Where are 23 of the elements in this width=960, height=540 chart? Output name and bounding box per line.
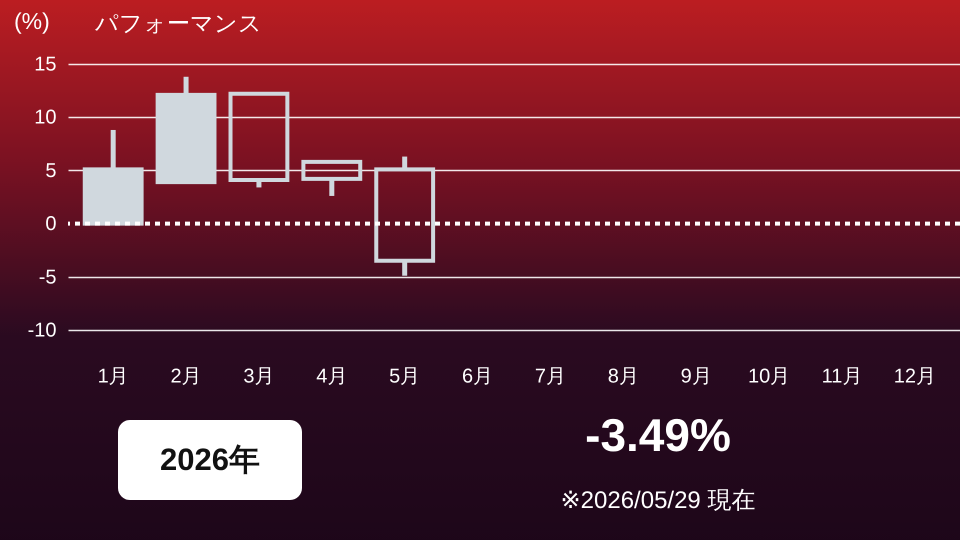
x-tick-label: 3月 — [243, 366, 274, 388]
chart-title: パフォーマンス — [95, 9, 262, 38]
x-tick-label: 4月 — [316, 366, 348, 388]
y-tick-label: 15 — [34, 54, 56, 76]
y-tick-label: -10 — [28, 320, 56, 342]
x-tick-label: 10月 — [748, 366, 790, 388]
x-tick-label: 2月 — [170, 366, 202, 388]
text: 2026年 — [118, 420, 302, 500]
y-tick-label: -5 — [38, 266, 56, 288]
x-tick-label: 6月 — [462, 366, 494, 388]
x-tick-label: 8月 — [608, 366, 639, 388]
x-tick-label: 11月 — [822, 366, 862, 388]
y-axis-title: (%) — [14, 8, 50, 35]
x-tick-label: 1月 — [98, 366, 129, 388]
text: ※2026/05/29 現在 — [560, 486, 756, 516]
y-tick-label: 0 — [45, 213, 56, 236]
x-tick-label: 5月 — [389, 366, 420, 388]
x-tick-label: 12月 — [894, 366, 936, 388]
x-tick-label: 9月 — [680, 366, 712, 388]
y-tick-label: 10 — [34, 106, 56, 129]
text: -3.49% — [584, 408, 732, 462]
y-tick-label: 5 — [45, 160, 56, 182]
x-tick-label: 7月 — [534, 366, 566, 388]
